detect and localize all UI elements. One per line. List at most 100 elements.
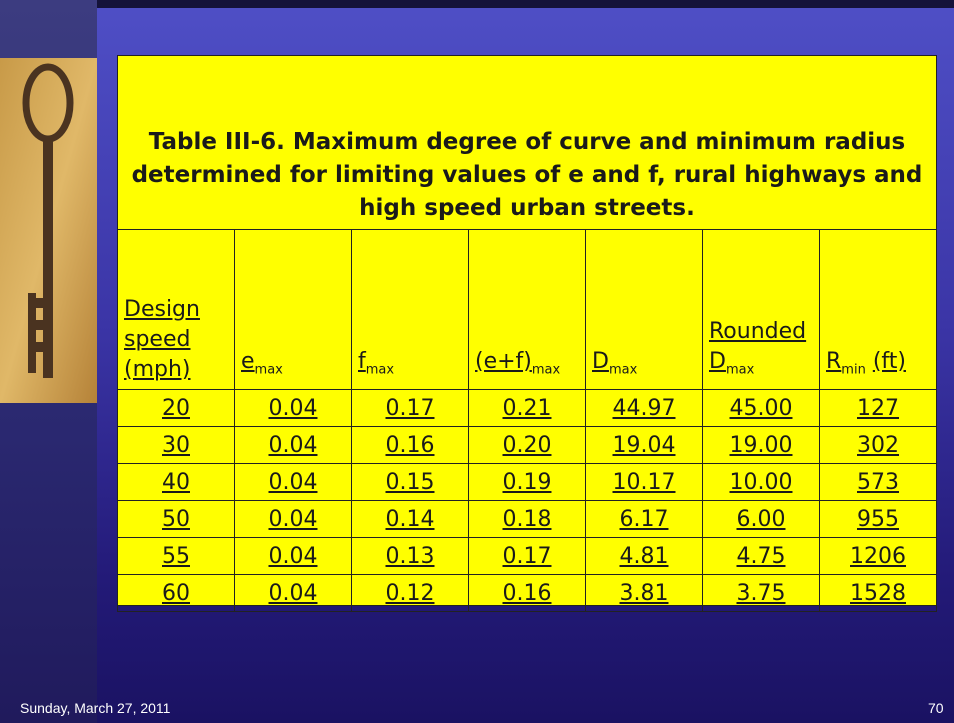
header-cell: Design speed (mph) — [117, 229, 235, 390]
data-cell: 0.04 — [234, 463, 352, 501]
data-cell: 50 — [117, 500, 235, 538]
top-bar — [0, 0, 954, 8]
data-cell: 0.21 — [468, 389, 586, 427]
data-cell: 0.19 — [468, 463, 586, 501]
cell-text: 40 — [162, 469, 190, 495]
data-cell: 19.00 — [702, 426, 820, 464]
data-cell: 19.04 — [585, 426, 703, 464]
cell-text: 0.17 — [385, 395, 435, 421]
data-row: 30 0.04 0.16 0.20 19.04 19.00 302 — [117, 426, 937, 464]
cell-text: 44.97 — [612, 395, 676, 421]
header-sub: max — [531, 362, 561, 377]
data-row: 50 0.04 0.14 0.18 6.17 6.00 955 — [117, 500, 937, 538]
header-text: Dmax — [709, 348, 755, 377]
data-cell: 0.16 — [468, 574, 586, 612]
cell-text: 0.04 — [268, 469, 318, 495]
data-cell: 20 — [117, 389, 235, 427]
data-cell: 0.04 — [234, 389, 352, 427]
data-cell: 30 — [117, 426, 235, 464]
data-table: Design speed (mph) emax fmax (e+f)max Dmax Ro… — [117, 229, 937, 612]
cell-text: 45.00 — [729, 395, 793, 421]
header-text: Dmax — [592, 348, 638, 377]
header-pre: Rounded — [709, 318, 807, 344]
data-cell: 0.13 — [351, 537, 469, 575]
data-cell: 55 — [117, 537, 235, 575]
data-cell: 0.18 — [468, 500, 586, 538]
header-cell: Rmin (ft) — [819, 229, 937, 390]
cell-text: 0.16 — [502, 580, 552, 606]
cell-text: 3.81 — [619, 580, 669, 606]
header-sub: max — [365, 362, 395, 377]
cell-text: 0.04 — [268, 432, 318, 458]
data-cell: 0.04 — [234, 500, 352, 538]
header-sub: max — [725, 362, 755, 377]
data-cell: 1206 — [819, 537, 937, 575]
data-cell: 0.04 — [234, 537, 352, 575]
header-cell: Rounded Dmax — [702, 229, 820, 390]
data-cell: 0.17 — [351, 389, 469, 427]
header-sub: min — [841, 362, 866, 377]
data-cell: 0.12 — [351, 574, 469, 612]
footer-date: Sunday, March 27, 2011 — [20, 700, 171, 716]
data-cell: 0.15 — [351, 463, 469, 501]
header-cell: emax — [234, 229, 352, 390]
data-cell: 4.75 — [702, 537, 820, 575]
cell-text: 0.04 — [268, 506, 318, 532]
data-cell: 573 — [819, 463, 937, 501]
cell-text: 0.20 — [502, 432, 552, 458]
data-cell: 60 — [117, 574, 235, 612]
cell-text: 0.18 — [502, 506, 552, 532]
data-row: 40 0.04 0.15 0.19 10.17 10.00 573 — [117, 463, 937, 501]
cell-text: 573 — [857, 469, 899, 495]
cell-text: 955 — [857, 506, 899, 532]
data-cell: 0.04 — [234, 426, 352, 464]
cell-text: 1206 — [850, 543, 906, 569]
cell-text: 6.17 — [619, 506, 669, 532]
cell-text: 0.04 — [268, 543, 318, 569]
header-text: Design speed (mph) — [124, 297, 200, 382]
data-row: 20 0.04 0.17 0.21 44.97 45.00 127 — [117, 389, 937, 427]
page-number: 70 — [928, 700, 944, 716]
cell-text: 0.16 — [385, 432, 435, 458]
data-cell: 6.17 — [585, 500, 703, 538]
cell-text: 3.75 — [736, 580, 786, 606]
data-cell: 0.14 — [351, 500, 469, 538]
cell-text: 0.04 — [268, 580, 318, 606]
data-cell: 44.97 — [585, 389, 703, 427]
cell-text: 302 — [857, 432, 899, 458]
data-cell: 0.20 — [468, 426, 586, 464]
header-text: fmax — [358, 348, 395, 377]
cell-text: 4.75 — [736, 543, 786, 569]
data-row: 55 0.04 0.13 0.17 4.81 4.75 1206 — [117, 537, 937, 575]
cell-text: 0.13 — [385, 543, 435, 569]
header-cell: fmax — [351, 229, 469, 390]
header-post: (ft) — [872, 348, 906, 374]
data-cell: 955 — [819, 500, 937, 538]
data-cell: 302 — [819, 426, 937, 464]
header-text: emax — [241, 348, 283, 377]
cell-text: 19.04 — [612, 432, 676, 458]
cell-text: 10.17 — [612, 469, 676, 495]
data-cell: 3.81 — [585, 574, 703, 612]
header-row: Design speed (mph) emax fmax (e+f)max Dmax Ro… — [117, 229, 937, 390]
data-cell: 0.17 — [468, 537, 586, 575]
header-sub: max — [254, 362, 283, 377]
cell-text: 19.00 — [729, 432, 793, 458]
cell-text: 0.04 — [268, 395, 318, 421]
header-cell: Dmax — [585, 229, 703, 390]
cell-text: 0.12 — [385, 580, 435, 606]
header-sub: max — [608, 362, 638, 377]
data-cell: 0.16 — [351, 426, 469, 464]
cell-text: 0.15 — [385, 469, 435, 495]
cell-text: 127 — [857, 395, 899, 421]
cell-text: 20 — [162, 395, 190, 421]
cell-text: 6.00 — [736, 506, 786, 532]
header-text: (e+f)max — [475, 348, 561, 377]
data-cell: 127 — [819, 389, 937, 427]
cell-text: 50 — [162, 506, 190, 532]
cell-text: 60 — [162, 580, 190, 606]
cell-text: 55 — [162, 543, 190, 569]
cell-text: 1528 — [850, 580, 906, 606]
data-cell: 0.04 — [234, 574, 352, 612]
